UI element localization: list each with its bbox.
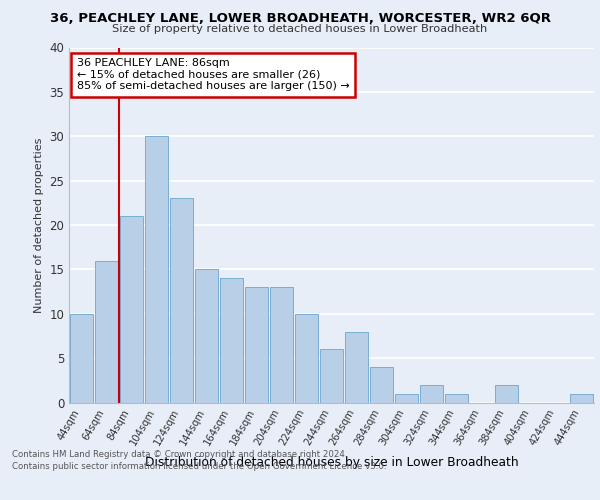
Bar: [569, 394, 593, 402]
Bar: [370, 367, 394, 402]
Text: 36, PEACHLEY LANE, LOWER BROADHEATH, WORCESTER, WR2 6QR: 36, PEACHLEY LANE, LOWER BROADHEATH, WOR…: [49, 12, 551, 26]
Bar: [245, 287, 268, 403]
Bar: [170, 198, 193, 402]
Bar: [119, 216, 143, 402]
Bar: [445, 394, 469, 402]
Text: Size of property relative to detached houses in Lower Broadheath: Size of property relative to detached ho…: [112, 24, 488, 34]
Text: 36 PEACHLEY LANE: 86sqm
← 15% of detached houses are smaller (26)
85% of semi-de: 36 PEACHLEY LANE: 86sqm ← 15% of detache…: [77, 58, 350, 92]
Bar: [320, 349, 343, 403]
Bar: [70, 314, 94, 402]
X-axis label: Distribution of detached houses by size in Lower Broadheath: Distribution of detached houses by size …: [145, 456, 518, 468]
Y-axis label: Number of detached properties: Number of detached properties: [34, 138, 44, 312]
Text: Contains HM Land Registry data © Crown copyright and database right 2024.: Contains HM Land Registry data © Crown c…: [12, 450, 347, 459]
Bar: [344, 332, 368, 402]
Bar: [145, 136, 169, 402]
Bar: [419, 385, 443, 402]
Bar: [395, 394, 418, 402]
Bar: [295, 314, 319, 402]
Bar: [194, 270, 218, 402]
Bar: [95, 260, 118, 402]
Bar: [269, 287, 293, 403]
Bar: [220, 278, 244, 402]
Bar: [494, 385, 518, 402]
Text: Contains public sector information licensed under the Open Government Licence v3: Contains public sector information licen…: [12, 462, 386, 471]
